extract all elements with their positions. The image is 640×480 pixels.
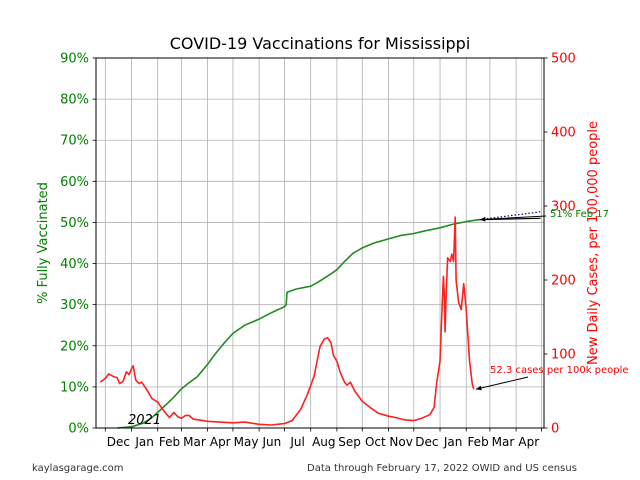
left-tick-label: 20% [60, 339, 89, 354]
annotation-arrowhead [475, 385, 482, 391]
left-tick-label: 40% [60, 257, 89, 272]
x-tick-label: May [234, 435, 259, 449]
year-label: 2021 [128, 413, 161, 428]
left-tick-label: 80% [60, 93, 89, 108]
vaccination-annotation: 51% Feb 17 [550, 209, 609, 220]
right-tick-label: 200 [551, 274, 576, 289]
plot-lines [99, 211, 541, 429]
x-tick-label: Jun [261, 435, 281, 449]
x-tick-label: Nov [389, 435, 412, 449]
right-tick-label: 300 [551, 200, 576, 215]
annotation-arrow [479, 215, 547, 221]
right-tick-label: 100 [551, 348, 576, 363]
right-tick-label: 0 [551, 422, 559, 437]
x-tick-label: Sep [338, 435, 361, 449]
x-tick-label: Oct [365, 435, 386, 449]
x-tick-label: Jul [289, 435, 304, 449]
x-tick-label: Feb [467, 435, 488, 449]
axis-ticks: Dec Jan Feb Mar Apr May Jun Jul Aug Sep Oct Nov Dec J… [60, 52, 576, 450]
footer-data-note: Data through February 17, 2022 OWID and … [307, 463, 577, 474]
x-tick-label: Dec [415, 435, 438, 449]
x-tick-label: Mar [492, 435, 515, 449]
x-tick-label: Aug [312, 435, 335, 449]
right-tick-label: 500 [551, 52, 576, 67]
footer-source: kaylasgarage.com [32, 463, 124, 474]
right-axis-label: New Daily Cases, per 100,000 people [586, 121, 601, 365]
x-tick-label: Jan [134, 435, 154, 449]
annotation-arrowhead [479, 216, 486, 222]
left-tick-label: 30% [60, 298, 89, 313]
series-line-3 [99, 216, 475, 426]
left-axis-label: % Fully Vaccinated [36, 182, 51, 304]
annotation-arrow [475, 376, 529, 390]
left-tick-label: 0% [68, 422, 89, 437]
x-tick-label: Dec [107, 435, 130, 449]
left-tick-label: 50% [60, 216, 89, 231]
x-tick-label: Jan [443, 435, 463, 449]
left-tick-label: 70% [60, 134, 89, 149]
left-tick-label: 10% [60, 380, 89, 395]
x-tick-label: Apr [210, 435, 231, 449]
x-tick-label: Apr [518, 435, 539, 449]
left-tick-label: 60% [60, 175, 89, 190]
right-tick-label: 400 [551, 126, 576, 141]
series-line-0 [117, 218, 480, 429]
plot-frame [95, 57, 545, 429]
chart-title: COVID-19 Vaccinations for Mississippi [170, 34, 471, 53]
annotation-layer [475, 215, 547, 391]
left-tick-label: 90% [60, 52, 89, 67]
x-tick-label: Mar [183, 435, 206, 449]
x-tick-label: Feb [159, 435, 180, 449]
grid-lines [96, 58, 544, 428]
cases-annotation: 52.3 cases per 100k people [490, 365, 629, 376]
